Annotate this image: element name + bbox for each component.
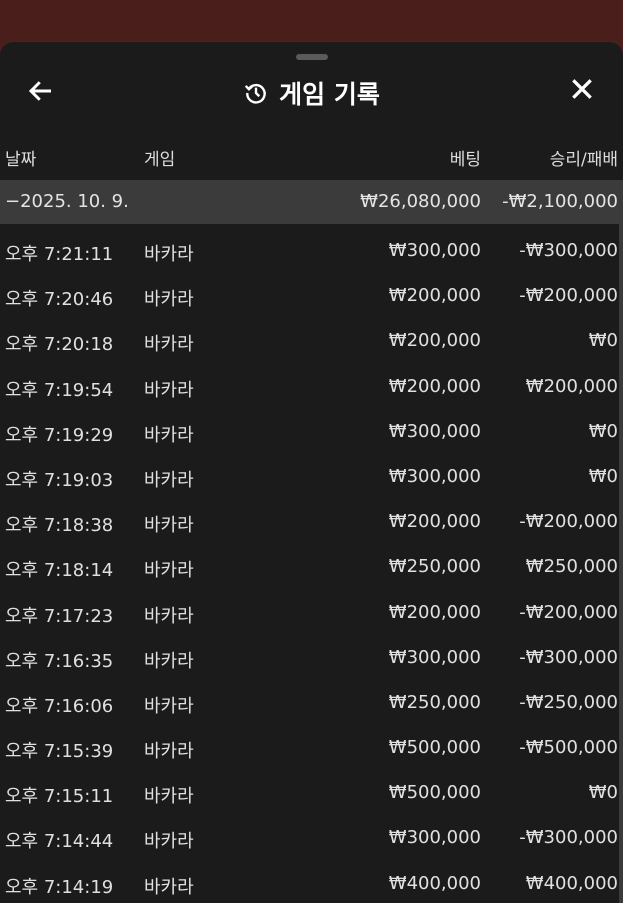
row-time: 오후 7:16:06 xyxy=(5,695,114,717)
row-result: ₩200,000 xyxy=(525,375,618,397)
col-date: 날짜 xyxy=(5,150,37,170)
col-game: 게임 xyxy=(144,150,176,170)
close-icon xyxy=(572,79,592,99)
row-result: -₩300,000 xyxy=(519,827,618,849)
row-result: -₩200,000 xyxy=(519,601,618,623)
row-game: 바카라 xyxy=(144,560,194,582)
table-row[interactable]: 오후 7:18:38 바카라 ₩200,000 -₩200,000 xyxy=(0,500,623,545)
row-result: ₩400,000 xyxy=(525,872,618,894)
row-time: 오후 7:15:39 xyxy=(5,741,114,763)
row-time: 오후 7:19:29 xyxy=(5,424,114,446)
row-bet: ₩300,000 xyxy=(388,465,481,487)
row-time: 오후 7:19:54 xyxy=(5,379,114,401)
row-game: 바카라 xyxy=(144,515,194,537)
col-result: 승리/패배 xyxy=(549,150,618,170)
row-bet: ₩300,000 xyxy=(388,646,481,668)
row-bet: ₩400,000 xyxy=(388,872,481,894)
date-group-bet-total: ₩26,080,000 xyxy=(360,191,481,212)
history-icon xyxy=(243,80,269,112)
table-row[interactable]: 오후 7:20:18 바카라 ₩200,000 ₩0 xyxy=(0,319,623,364)
row-result: ₩0 xyxy=(588,782,618,804)
row-time: 오후 7:20:46 xyxy=(5,289,114,311)
row-result: -₩500,000 xyxy=(519,737,618,759)
row-time: 오후 7:18:38 xyxy=(5,515,114,537)
row-game: 바카라 xyxy=(144,605,194,627)
table-row[interactable]: 오후 7:15:11 바카라 ₩500,000 ₩0 xyxy=(0,771,623,816)
title-text: 게임 기록 xyxy=(279,80,380,109)
row-bet: ₩500,000 xyxy=(388,737,481,759)
row-bet: ₩300,000 xyxy=(388,420,481,442)
row-game: 바카라 xyxy=(144,469,194,491)
row-game: 바카라 xyxy=(144,244,194,265)
row-result: ₩250,000 xyxy=(525,556,618,578)
row-result: -₩300,000 xyxy=(519,240,618,261)
row-game: 바카라 xyxy=(144,831,194,853)
table-row[interactable]: 오후 7:19:29 바카라 ₩300,000 ₩0 xyxy=(0,410,623,455)
table-row[interactable]: 오후 7:14:19 바카라 ₩400,000 ₩400,000 xyxy=(0,862,623,903)
row-time: 오후 7:15:11 xyxy=(5,786,114,808)
table-row[interactable]: 오후 7:15:39 바카라 ₩500,000 -₩500,000 xyxy=(0,726,623,771)
row-bet: ₩200,000 xyxy=(388,285,481,307)
history-list: 오후 7:21:11 바카라 ₩300,000 -₩300,000 오후 7:20:46… xyxy=(0,229,623,903)
row-time: 오후 7:14:44 xyxy=(5,831,114,853)
col-bet: 베팅 xyxy=(449,150,481,170)
table-header: 날짜 게임 베팅 승리/패배 xyxy=(0,145,623,170)
row-result: -₩200,000 xyxy=(519,285,618,307)
row-game: 바카라 xyxy=(144,876,194,898)
row-result: -₩200,000 xyxy=(519,511,618,533)
row-time: 오후 7:17:23 xyxy=(5,605,114,627)
row-bet: ₩200,000 xyxy=(388,601,481,623)
page-title: 게임 기록 xyxy=(0,75,623,112)
row-time: 오후 7:21:11 xyxy=(5,244,114,265)
row-time: 오후 7:18:14 xyxy=(5,560,114,582)
table-row[interactable]: 오후 7:17:23 바카라 ₩200,000 -₩200,000 xyxy=(0,591,623,636)
table-row[interactable]: 오후 7:16:06 바카라 ₩250,000 -₩250,000 xyxy=(0,681,623,726)
row-result: ₩0 xyxy=(588,465,618,487)
row-time: 오후 7:20:18 xyxy=(5,334,114,356)
table-row[interactable]: 오후 7:14:44 바카라 ₩300,000 -₩300,000 xyxy=(0,816,623,861)
row-result: -₩300,000 xyxy=(519,646,618,668)
row-bet: ₩500,000 xyxy=(388,782,481,804)
table-row[interactable]: 오후 7:18:14 바카라 ₩250,000 ₩250,000 xyxy=(0,545,623,590)
row-result: -₩250,000 xyxy=(519,691,618,713)
row-bet: ₩250,000 xyxy=(388,691,481,713)
row-bet: ₩300,000 xyxy=(388,827,481,849)
table-row[interactable]: 오후 7:19:54 바카라 ₩200,000 ₩200,000 xyxy=(0,365,623,410)
table-row[interactable]: 오후 7:21:11 바카라 ₩300,000 -₩300,000 xyxy=(0,229,623,274)
date-group-label: −2025. 10. 9. xyxy=(5,191,129,212)
row-bet: ₩200,000 xyxy=(388,375,481,397)
table-row[interactable]: 오후 7:20:46 바카라 ₩200,000 -₩200,000 xyxy=(0,274,623,319)
row-bet: ₩200,000 xyxy=(388,511,481,533)
row-bet: ₩200,000 xyxy=(388,330,481,352)
row-time: 오후 7:19:03 xyxy=(5,469,114,491)
game-history-sheet: 게임 기록 날짜 게임 베팅 승리/패배 −2025. 10. 9. ₩26,0… xyxy=(0,41,623,903)
scrollbar[interactable] xyxy=(619,180,623,903)
table-row[interactable]: 오후 7:16:35 바카라 ₩300,000 -₩300,000 xyxy=(0,636,623,681)
row-result: ₩0 xyxy=(588,420,618,442)
date-group-row[interactable]: −2025. 10. 9. ₩26,080,000 -₩2,100,000 xyxy=(0,180,623,224)
row-game: 바카라 xyxy=(144,741,194,763)
row-time: 오후 7:16:35 xyxy=(5,650,114,672)
row-game: 바카라 xyxy=(144,786,194,808)
back-button[interactable] xyxy=(26,76,60,110)
drag-handle[interactable] xyxy=(296,54,328,60)
row-result: ₩0 xyxy=(588,330,618,352)
row-game: 바카라 xyxy=(144,424,194,446)
close-button[interactable] xyxy=(566,76,598,108)
row-bet: ₩250,000 xyxy=(388,556,481,578)
row-game: 바카라 xyxy=(144,379,194,401)
row-game: 바카라 xyxy=(144,695,194,717)
row-game: 바카라 xyxy=(144,650,194,672)
arrow-left-icon xyxy=(28,81,51,101)
row-game: 바카라 xyxy=(144,289,194,311)
row-bet: ₩300,000 xyxy=(388,240,481,261)
row-game: 바카라 xyxy=(144,334,194,356)
row-time: 오후 7:14:19 xyxy=(5,876,114,898)
date-group-result-total: -₩2,100,000 xyxy=(502,191,618,212)
table-row[interactable]: 오후 7:19:03 바카라 ₩300,000 ₩0 xyxy=(0,455,623,500)
